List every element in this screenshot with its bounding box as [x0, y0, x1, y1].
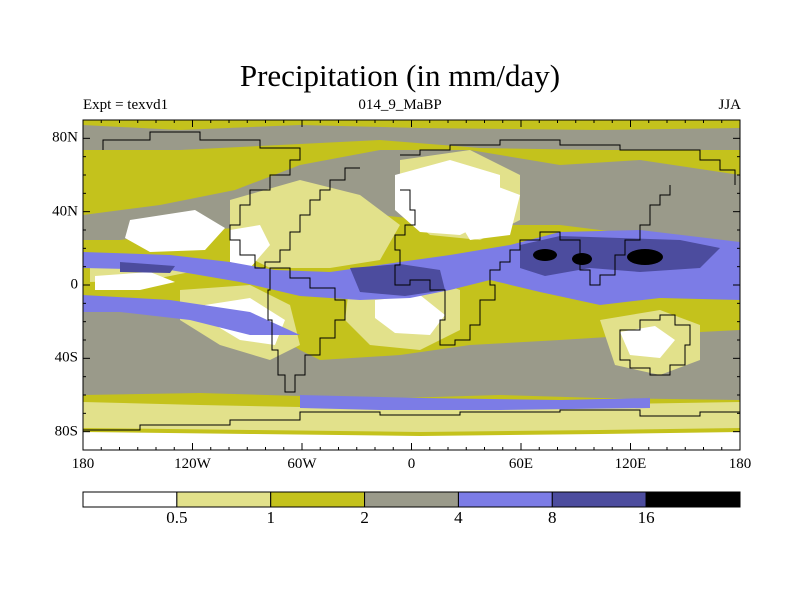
- latitude-label: 0: [70, 276, 79, 293]
- colorbar-label: 2: [360, 508, 369, 527]
- map-title: Precipitation (in mm/day): [239, 58, 561, 93]
- experiment-label: Expt = texvd1: [83, 97, 169, 113]
- colorbar-swatch: [364, 491, 459, 508]
- season-label: JJA: [718, 97, 741, 113]
- colorbar-label: 8: [548, 508, 557, 527]
- time-label: 014_9_MaBP: [358, 97, 442, 113]
- longitude-label: 120E: [614, 456, 647, 472]
- colorbar-swatch: [551, 491, 647, 508]
- precipitation-field: [83, 120, 740, 450]
- latitude-label: 40N: [52, 203, 78, 220]
- colorbar: [82, 491, 741, 508]
- longitude-label: 180: [71, 456, 95, 472]
- colorbar-swatch: [457, 491, 553, 508]
- colorbar-label: 16: [637, 508, 655, 527]
- longitude-label: 120W: [174, 456, 211, 472]
- axis-ticks: [82, 119, 741, 451]
- longitude-label: 60E: [508, 456, 534, 472]
- colorbar-label: 1: [266, 508, 275, 527]
- colorbar-swatch: [82, 491, 178, 508]
- colorbar-swatch: [645, 491, 741, 508]
- colorbar-label: 0.5: [166, 508, 188, 527]
- longitude-label: 180: [728, 456, 752, 472]
- colorbar-swatch: [270, 491, 366, 508]
- latitude-label: 80N: [52, 129, 78, 146]
- colorbar-label: 4: [454, 508, 463, 527]
- longitude-label: 60W: [287, 456, 317, 472]
- latitude-label: 80S: [54, 423, 78, 440]
- colorbar-swatch: [176, 491, 272, 508]
- latitude-label: 40S: [54, 349, 78, 366]
- coastlines: [83, 131, 740, 431]
- longitude-label: 0: [407, 456, 416, 472]
